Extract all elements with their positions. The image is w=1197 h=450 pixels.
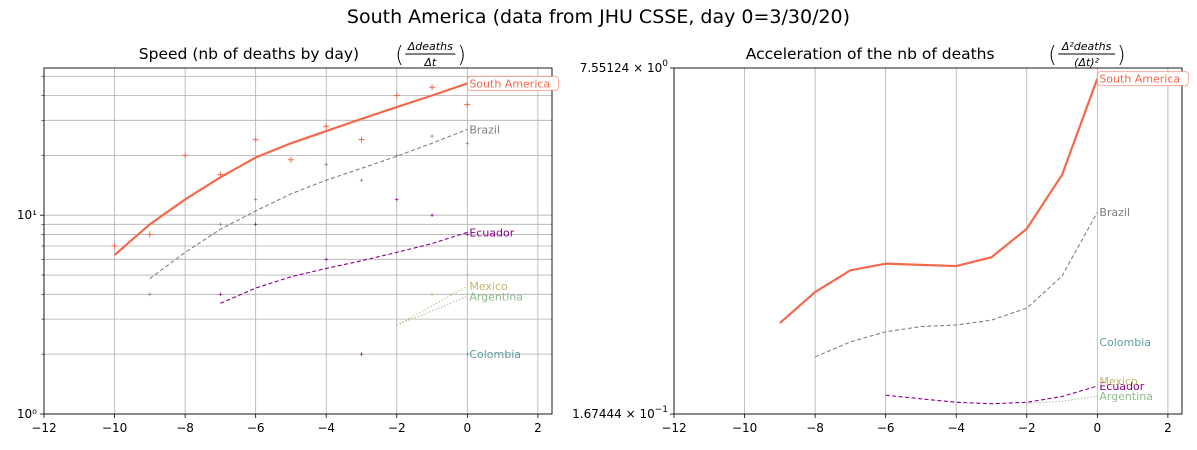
speed-series-labels: South America Brazil Ecuador MexicoArgentin… [466, 75, 559, 361]
speed-marker-south-america [429, 84, 436, 91]
accel-xtick-label: −6 [877, 421, 895, 435]
speed-marker-brazil [430, 134, 434, 138]
speed-xtick-label: −12 [31, 421, 56, 435]
speed-title: Speed (nb of deaths by day) (Δdeaths Δt) [139, 40, 466, 69]
speed-marker-south-america [182, 152, 189, 159]
speed-label-box-south-america [466, 75, 559, 91]
speed-line-mexico [396, 285, 468, 326]
speed-marker-brazil [253, 197, 258, 202]
speed-label-argentina: Argentina [469, 290, 523, 303]
speed-marker-south-america [323, 123, 330, 130]
speed-marker-ecuador [253, 222, 258, 227]
accel-xtick-label: 2 [1164, 421, 1172, 435]
speed-ytick-label: 10⁰ [17, 407, 37, 421]
speed-data [111, 82, 471, 356]
accel-title-paren-right: ) [1117, 43, 1126, 68]
speed-marker-ecuador [359, 352, 364, 356]
accel-label-brazil: Brazil [1099, 206, 1130, 219]
speed-label-ecuador: Ecuador [469, 226, 514, 239]
accel-title-formula-num: Δ²deaths [1061, 40, 1112, 53]
speed-marker-ecuador [465, 232, 470, 237]
speed-marker-south-america [464, 101, 471, 108]
speed-marker-mexico [465, 273, 470, 277]
accel-line-ecuador [885, 385, 1098, 405]
speed-label-south-america: South America [469, 77, 550, 90]
accel-axes-frame [673, 67, 1183, 415]
accel-xtick-label: 0 [1094, 421, 1102, 435]
accel-xtick-label: −2 [1018, 421, 1036, 435]
speed-line-brazil [149, 128, 468, 280]
speed-title-text: Speed (nb of deaths by day) [139, 45, 359, 63]
speed-ytick-label: 10¹ [17, 208, 37, 222]
speed-xtick-label: −4 [317, 421, 335, 435]
speed-marker-south-america [393, 92, 400, 99]
speed-marker-ecuador [324, 257, 329, 262]
accel-label-mexico: Mexico [1099, 375, 1138, 388]
speed-xtick-label: 2 [534, 421, 542, 435]
speed-xtick-label: −6 [247, 421, 265, 435]
speed-marker-brazil [148, 292, 152, 297]
speed-axes-frame [43, 67, 553, 415]
accel-line-south-america [779, 78, 1099, 324]
speed-marker-ecuador [394, 197, 399, 202]
speed-label-colombia: Colombia [469, 348, 521, 361]
accel-title-text: Acceleration of the nb of deaths [746, 45, 995, 63]
speed-line-south-america [113, 82, 468, 256]
speed-marker-brazil [394, 153, 399, 158]
accel-xtick-label: −4 [947, 421, 965, 435]
speed-marker-ecuador [218, 292, 223, 297]
speed-marker-brazil [359, 178, 364, 182]
speed-marker-south-america [358, 136, 365, 143]
accel-title-paren-left: ( [1048, 43, 1057, 68]
speed-marker-colombia [465, 352, 470, 356]
accel-label-ecuador: Ecuador [1099, 380, 1144, 393]
accel-label-south-america: South America [1099, 73, 1180, 86]
speed-marker-south-america [252, 136, 259, 143]
speed-title-paren-left: ( [395, 43, 404, 68]
speed-marker-mexico [430, 292, 434, 297]
accel-title-formula-den: (Δt)² [1074, 56, 1099, 69]
speed-title-paren-right: ) [457, 43, 466, 68]
speed-marker-brazil [218, 222, 223, 227]
speed-marker-ecuador [430, 213, 434, 217]
accel-xtick-label: −12 [661, 421, 686, 435]
speed-marker-south-america [111, 242, 118, 249]
speed-marker-south-america [146, 231, 153, 238]
speed-title-formula-num: Δdeaths [407, 40, 453, 53]
accel-label-colombia: Colombia [1099, 336, 1151, 349]
accel-data [779, 78, 1099, 405]
accel-label-box-south-america [1096, 71, 1189, 87]
speed-xtick-label: −8 [176, 421, 194, 435]
figure-suptitle: South America (data from JHU CSSE, day 0… [346, 6, 851, 28]
speed-xtick-label: 0 [464, 421, 472, 435]
accel-ytick-label: 1.67444 × 10−1 [572, 405, 668, 421]
speed-label-mexico: Mexico [469, 280, 508, 293]
speed-marker-brazil [465, 141, 470, 146]
accel-grid [744, 68, 1169, 414]
speed-xtick-label: −10 [102, 421, 127, 435]
accel-line-brazil [814, 211, 1098, 358]
speed-marker-brazil [324, 162, 329, 167]
speed-xtick-label: −2 [388, 421, 406, 435]
speed-title-formula-den: Δt [423, 56, 437, 69]
accel-label-argentina: Argentina [1099, 390, 1153, 403]
speed-marker-south-america [287, 156, 294, 163]
accel-xtick-label: −8 [806, 421, 824, 435]
accel-ytick-label: 7.55124 × 100 [580, 59, 669, 75]
accel-line-argentina [1026, 395, 1098, 404]
accel-title: Acceleration of the nb of deaths ( Δ²death… [746, 40, 1126, 69]
accel-xtick-label: −10 [732, 421, 757, 435]
speed-label-brazil: Brazil [469, 123, 500, 136]
